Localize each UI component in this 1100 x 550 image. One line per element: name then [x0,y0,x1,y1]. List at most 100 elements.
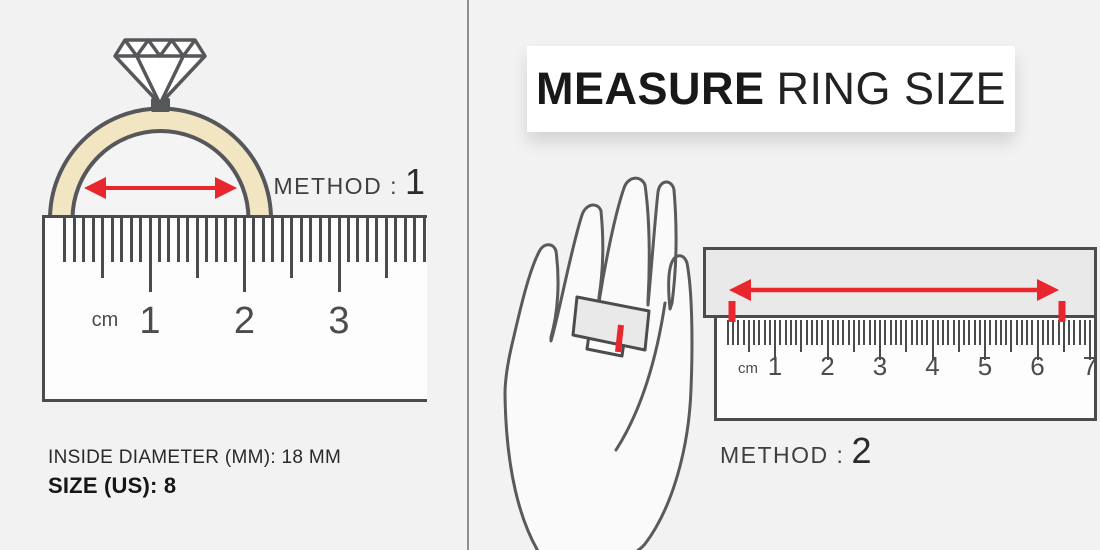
ruler-tick [148,218,152,292]
ruler-tick [978,320,981,345]
ruler-tick [831,320,834,345]
ruler-tick [205,218,209,262]
ruler-tick [167,218,171,262]
ruler-tick [952,320,955,345]
ruler-tick [847,320,850,345]
inside-diameter-text: INSIDE DIAMETER (MM): 18 MM [48,447,342,468]
ruler-tick [1015,320,1018,345]
ruler-tick [994,320,997,345]
ruler-tick [837,320,839,345]
ruler-tick [999,320,1002,345]
method2-number: 2 [851,430,872,471]
paper-strip-on-finger [571,295,651,352]
ruler-number: 2 [820,351,835,381]
ruler-tick [233,218,237,262]
ruler-method1: 1 2 3 cm [42,215,427,402]
title-bold: MEASURE [535,63,765,114]
ruler-tick [176,218,180,262]
ruler-tick [337,218,341,292]
ruler-tick [915,320,918,345]
ruler-tick [858,320,860,345]
ruler-tick [1057,320,1060,345]
ruler-tick [900,320,902,345]
ruler-tick [224,218,228,262]
ruler-tick [186,218,190,262]
paper-strip-tab [585,333,626,358]
ruler-tick [784,320,787,345]
ruler-tick [328,218,332,262]
ruler-tick [852,320,855,352]
ruler-tick [252,218,256,262]
ruler-tick [110,218,114,262]
method1-number: 1 [404,161,425,202]
ruler-tick [779,320,782,345]
ruler-number: 2 [233,300,256,342]
ruler-tick [261,218,265,262]
ruler-tick [926,320,929,345]
paper-strip-flat [703,247,1097,318]
ruler-tick [889,320,892,345]
method2-text: METHOD : [720,442,845,468]
ruler-tick [879,320,881,360]
ruler-tick [873,320,876,345]
ruler-tick [384,218,388,278]
ruler-tick [1041,320,1044,345]
ruler-tick [894,320,897,345]
ruler-tick [403,218,407,262]
ruler-unit-label: cm [738,360,758,377]
ruler-tick [942,320,944,345]
ruler-tick [1010,320,1013,352]
ruler-tick [346,218,350,262]
ruler-tick [1062,320,1065,352]
ruler-number: 4 [925,351,940,381]
title-card: MEASURE RING SIZE [527,46,1015,132]
ruler-tick [805,320,808,345]
ruler-tick [732,320,734,345]
ruler-number: 7 [1082,351,1097,381]
ruler-unit-label: cm [91,309,119,331]
ruler-tick [921,320,923,345]
panel-divider [467,0,469,550]
ruler-tick [1026,320,1028,345]
ring-setting [151,98,170,112]
ruler-tick [139,218,143,262]
ruler-tick [810,320,813,345]
ruler-tick [826,320,829,360]
title-regular: RING SIZE [776,63,1007,114]
diamond-icon [113,38,207,106]
ruler-tick [1047,320,1049,345]
ruler-tick [747,320,750,352]
ruler-number: 3 [872,351,888,381]
ruler-tick [957,320,960,352]
ruler-tick [936,320,939,345]
ruler-tick [394,218,398,262]
measurement-result: INSIDE DIAMETER (MM): 18 MM SIZE (US): 8 [48,447,341,499]
ruler-tick [1073,320,1076,345]
ruler-tick [758,320,761,345]
ruler-tick [1068,320,1070,345]
ruler-tick [101,218,105,278]
ruler-tick [318,218,322,262]
ruler-tick [800,320,803,352]
ruler-tick [737,320,740,345]
ruler-tick [290,218,294,278]
ruler-tick [821,320,824,345]
ruler-tick [1020,320,1023,345]
ruler-tick [356,218,360,262]
ruler-tick [947,320,950,345]
thumb-crease-line [614,301,667,452]
hand-outline [503,176,694,550]
ruler-tick [742,320,745,345]
ruler-tick [768,320,771,345]
ruler-tick [1036,320,1039,360]
ruler-tick [413,218,417,262]
ruler-tick [963,320,965,345]
ruler-tick [91,218,95,262]
ruler-tick [243,218,246,292]
ruler-tick [968,320,971,345]
ruler-number: 1 [767,351,783,381]
us-size-text: SIZE (US): 8 [48,473,177,498]
ruler-tick [157,218,161,262]
ruler-tick [1005,320,1007,345]
